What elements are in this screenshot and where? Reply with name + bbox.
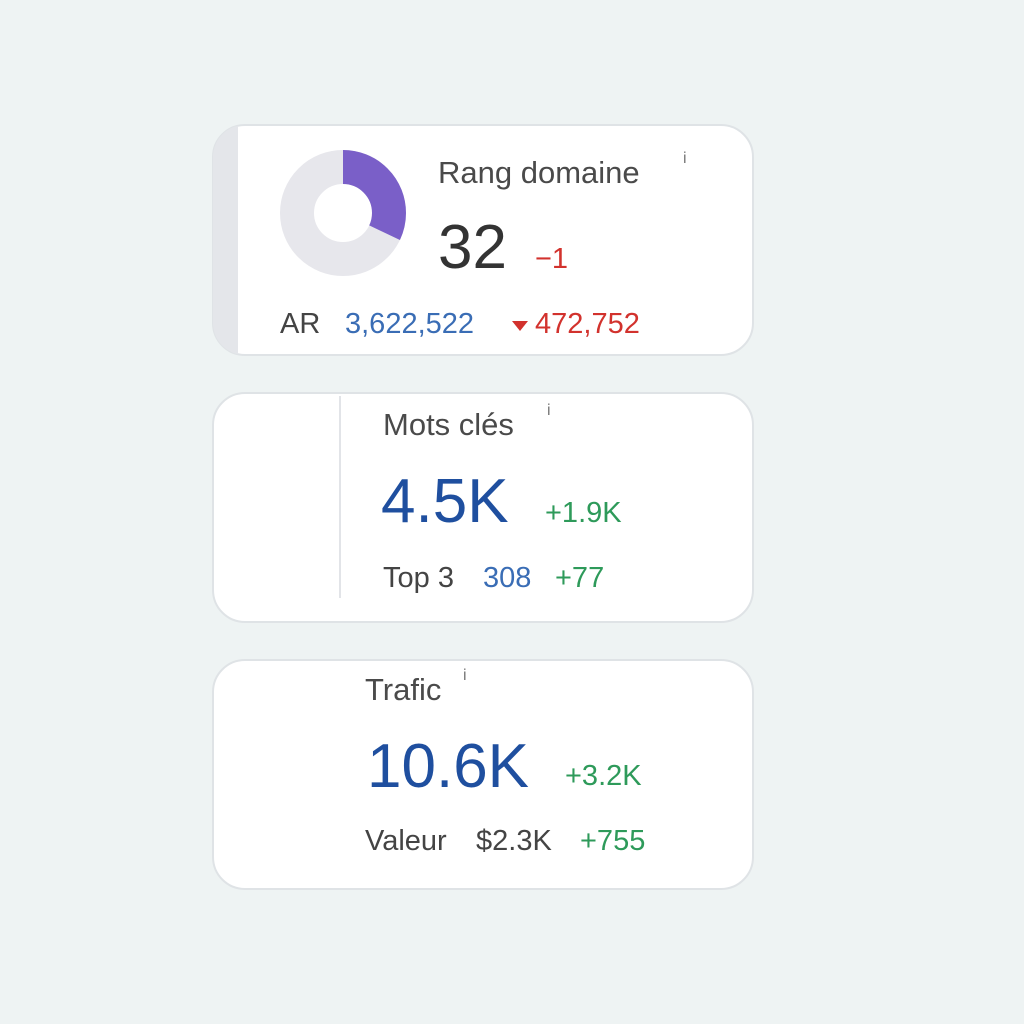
keywords-card: Mots clés i 4.5K +1.9K Top 3 308 +77 xyxy=(212,392,754,623)
card xyxy=(212,659,754,890)
info-icon[interactable]: i xyxy=(547,402,551,419)
down-arrow xyxy=(512,321,528,331)
card-title: Mots clés xyxy=(383,407,514,442)
domain-rank-card: Rang domaine i 32 −1 AR 3,622,522 472,75… xyxy=(212,124,754,356)
traffic-value: 10.6K xyxy=(367,732,529,801)
traffic-delta: +3.2K xyxy=(565,760,642,792)
sub-label: Top 3 xyxy=(383,562,454,594)
card xyxy=(212,392,754,623)
info-icon[interactable]: i xyxy=(463,667,467,684)
traffic-card: Trafic i 10.6K +3.2K Valeur $2.3K +755 xyxy=(212,659,754,890)
rank-value: 32 xyxy=(438,213,507,282)
card-stripe xyxy=(213,125,238,355)
sub-value: 3,622,522 xyxy=(345,308,474,340)
sub-value: 308 xyxy=(483,562,531,594)
card-title: Trafic xyxy=(365,672,441,707)
info-icon[interactable]: i xyxy=(683,150,687,167)
keywords-delta: +1.9K xyxy=(545,497,622,529)
rank-delta: −1 xyxy=(535,243,568,275)
sub-label: Valeur xyxy=(365,825,447,857)
card-title: Rang domaine xyxy=(438,155,640,190)
donut-arc xyxy=(280,150,406,276)
sub-delta: +755 xyxy=(580,825,645,857)
sub-delta: 472,752 xyxy=(535,308,640,340)
sub-label: AR xyxy=(280,308,320,340)
sub-delta: +77 xyxy=(555,562,604,594)
keywords-value: 4.5K xyxy=(381,467,509,536)
sub-value: $2.3K xyxy=(476,825,552,857)
